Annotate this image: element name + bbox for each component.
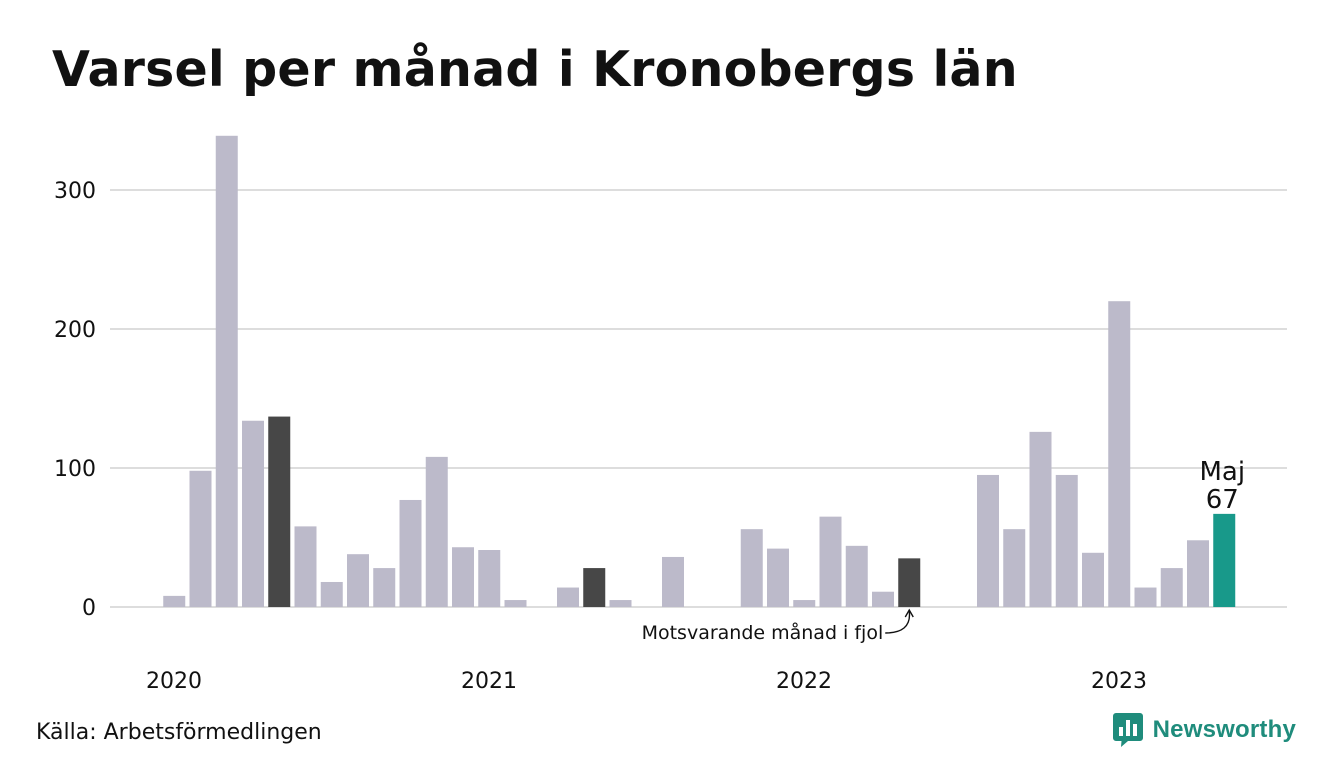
bar — [425, 456, 448, 607]
bar — [1160, 568, 1183, 607]
newsworthy-logo: Newsworthy — [1112, 713, 1296, 747]
bar — [898, 558, 921, 607]
bar — [583, 568, 606, 607]
bar-chart: 0 100 200 300 2020 2021 2022 2023 Motsvarande … — [54, 135, 1287, 694]
annotations: Motsvarande månad i fjol Maj 67 — [642, 457, 1245, 644]
x-axis-tick-labels: 2020 2021 2022 2023 — [146, 669, 1147, 694]
bar — [320, 581, 343, 607]
bar — [609, 600, 632, 607]
bar — [845, 545, 868, 607]
chart-bubble-icon — [1112, 713, 1143, 747]
bar — [1108, 301, 1131, 607]
bar — [242, 420, 264, 607]
bar — [1003, 529, 1026, 607]
y-tick-label: 300 — [54, 179, 96, 204]
bar — [819, 516, 842, 607]
bar — [452, 547, 474, 607]
bar — [740, 529, 763, 607]
bar — [977, 474, 999, 607]
x-tick-label: 2023 — [1091, 669, 1147, 694]
comparison-annotation: Motsvarande månad i fjol — [642, 621, 884, 644]
bar — [872, 591, 894, 607]
bar — [189, 470, 212, 607]
bar — [1055, 474, 1078, 607]
y-tick-label: 200 — [54, 318, 96, 343]
chart-title: Varsel per månad i Kronobergs län — [52, 41, 1018, 98]
bar — [767, 548, 789, 607]
y-tick-label: 100 — [54, 457, 96, 482]
bar — [478, 550, 501, 607]
bar — [1029, 431, 1052, 607]
bar — [557, 587, 579, 607]
annotation-arrow — [885, 610, 911, 634]
annotation-arrowhead — [904, 608, 914, 618]
y-tick-label: 0 — [82, 596, 96, 621]
bar — [399, 499, 422, 607]
logo-text: Newsworthy — [1152, 716, 1296, 743]
bar — [294, 526, 317, 607]
bar — [373, 568, 396, 607]
bar — [347, 554, 369, 607]
bar — [1134, 587, 1157, 607]
bar — [215, 135, 238, 608]
source-note: Källa: Arbetsförmedlingen — [36, 720, 322, 745]
bar — [1082, 552, 1104, 607]
x-tick-label: 2020 — [146, 669, 202, 694]
bars — [163, 135, 1236, 608]
bar — [1213, 513, 1236, 607]
bar — [662, 556, 684, 607]
bar — [1187, 540, 1209, 607]
highlight-month-label: Maj — [1199, 457, 1245, 487]
bar — [793, 600, 816, 607]
x-tick-label: 2021 — [461, 669, 517, 694]
bar — [268, 416, 291, 607]
bar — [504, 600, 527, 607]
y-axis-tick-labels: 0 100 200 300 — [54, 179, 96, 621]
x-tick-label: 2022 — [776, 669, 832, 694]
highlight-value-label: 67 — [1206, 485, 1239, 515]
bar — [163, 595, 186, 607]
